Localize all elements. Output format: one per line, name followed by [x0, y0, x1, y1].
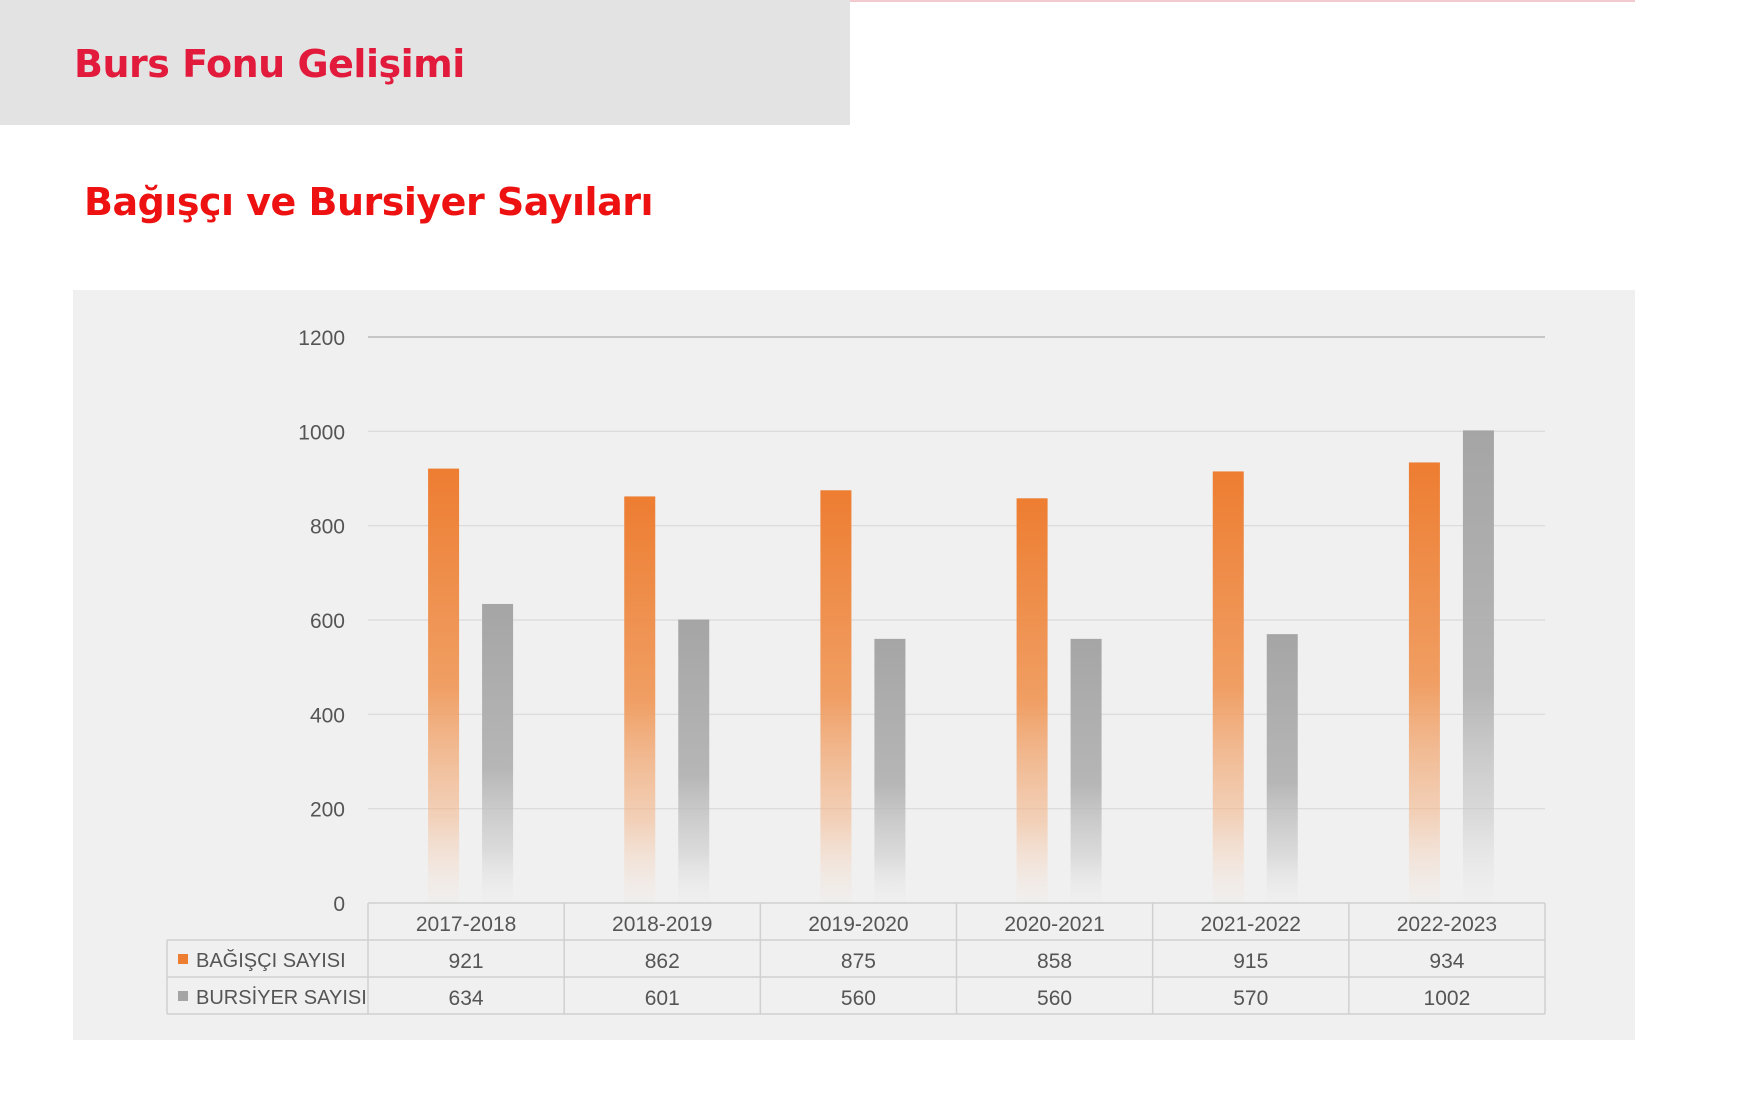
bagisci-bar	[624, 496, 656, 903]
data-table-value: 875	[841, 950, 876, 973]
data-table-value: 634	[449, 987, 484, 1010]
bursiyer-bar	[482, 603, 514, 903]
bagisci-bar	[428, 468, 460, 903]
bursiyer-bar	[1462, 430, 1494, 903]
category-label: 2019-2020	[808, 913, 908, 936]
series-label: BURSİYER SAYISI	[196, 986, 367, 1009]
data-table-value: 601	[645, 987, 680, 1010]
bagisci-bar	[1408, 462, 1440, 903]
category-label: 2021-2022	[1201, 913, 1301, 936]
data-table-value: 560	[1037, 987, 1072, 1010]
category-label: 2020-2021	[1004, 913, 1104, 936]
bursiyer-bar	[1266, 634, 1298, 903]
y-tick-label: 600	[310, 610, 345, 633]
section-title: Bağışçı ve Bursiyer Sayıları	[84, 180, 654, 224]
top-accent-line	[850, 0, 1635, 2]
data-table-value: 858	[1037, 950, 1072, 973]
page-title: Burs Fonu Gelişimi	[74, 42, 465, 86]
y-tick-label: 0	[333, 893, 345, 916]
data-table-value: 560	[841, 987, 876, 1010]
data-table-value: 1002	[1424, 987, 1471, 1010]
bursiyer-bar	[1070, 638, 1102, 903]
series-label: BAĞIŞÇI SAYISI	[196, 949, 346, 972]
category-label: 2017-2018	[416, 913, 516, 936]
bagisci-bar	[1212, 471, 1244, 903]
y-tick-label: 200	[310, 799, 345, 822]
bursiyer-legend-key	[178, 991, 188, 1001]
bagisci-bar	[820, 490, 852, 903]
data-table-value: 915	[1233, 950, 1268, 973]
bagisci-legend-key	[178, 954, 188, 964]
y-tick-label: 1000	[298, 421, 345, 444]
y-tick-label: 1200	[298, 327, 345, 350]
bagisci-bar	[1016, 498, 1048, 903]
data-table-value: 921	[449, 950, 484, 973]
bursiyer-bar	[678, 619, 710, 903]
chart-panel	[73, 290, 1635, 1040]
bursiyer-bar	[874, 638, 906, 903]
data-table-value: 570	[1233, 987, 1268, 1010]
y-tick-label: 400	[310, 704, 345, 727]
data-table-value: 934	[1429, 950, 1464, 973]
header-banner: Burs Fonu Gelişimi	[0, 0, 850, 125]
data-table-value: 862	[645, 950, 680, 973]
category-label: 2018-2019	[612, 913, 712, 936]
y-tick-label: 800	[310, 516, 345, 539]
category-label: 2022-2023	[1397, 913, 1497, 936]
